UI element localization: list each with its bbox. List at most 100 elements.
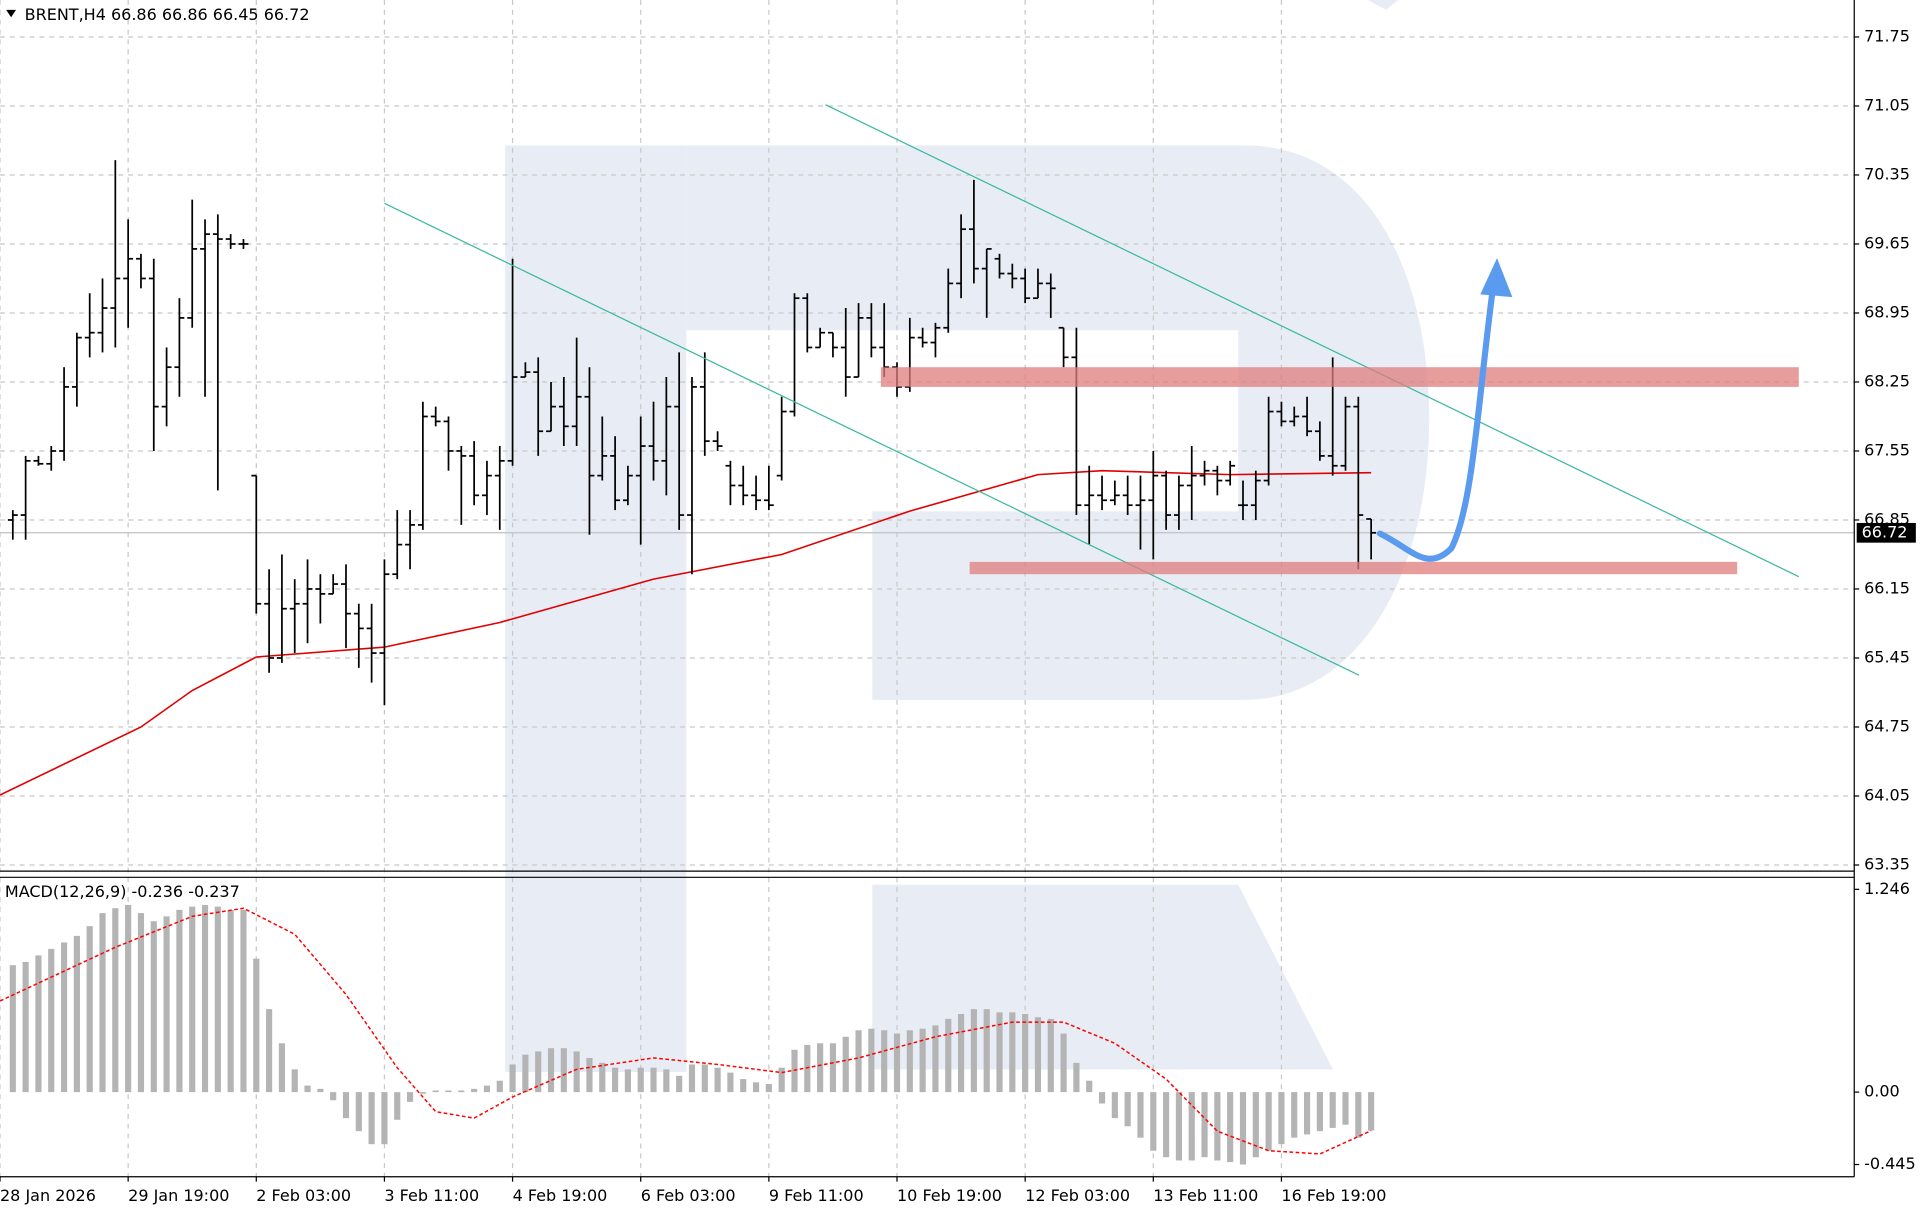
macd-bar [1137, 1092, 1144, 1138]
macd-bar [612, 1067, 619, 1093]
macd-bar [1201, 1092, 1208, 1158]
macd-bar [817, 1043, 824, 1093]
macd-bar [381, 1092, 388, 1145]
symbol: BRENT,H4 [25, 4, 106, 23]
y-tick-label: 64.05 [1864, 785, 1910, 804]
macd-bar [1278, 1092, 1285, 1145]
x-tick-label: 10 Feb 19:00 [897, 1186, 1002, 1205]
signal-line [0, 907, 1372, 1155]
macd-bar [1329, 1092, 1336, 1128]
macd-bar [1163, 1092, 1170, 1158]
x-tick-label: 3 Feb 11:00 [384, 1186, 479, 1205]
macd-bar [60, 942, 68, 1093]
macd-bar [419, 1092, 426, 1094]
macd-bar [73, 935, 80, 1093]
macd-bar [99, 913, 106, 1093]
macd-bar [932, 1025, 939, 1093]
macd-bar [1086, 1080, 1093, 1093]
macd-value: -0.236 [132, 882, 184, 901]
macd-bar [9, 965, 16, 1093]
macd-bar [1098, 1092, 1106, 1104]
x-tick-label: 9 Feb 11:00 [769, 1186, 864, 1205]
y2-tick-label: 1.246 [1864, 879, 1910, 898]
y2-tick-label: 0.00 [1864, 1082, 1900, 1101]
y2-tick-label: -0.445 [1864, 1154, 1916, 1173]
macd-bar [1111, 1092, 1118, 1119]
macd-bar [240, 909, 247, 1093]
chart-header: BRENT,H4 66.86 66.86 66.45 66.72 [25, 4, 310, 23]
support-zone [969, 561, 1738, 575]
macd-bar [842, 1036, 849, 1093]
macd-bar [1124, 1092, 1131, 1127]
y-tick-label: 68.25 [1864, 371, 1910, 390]
macd-bar [996, 1012, 1003, 1093]
annotations [384, 104, 1800, 676]
macd-bar [1239, 1092, 1247, 1165]
macd-bar [893, 1033, 901, 1093]
macd-bar [1368, 1092, 1375, 1131]
macd-bar [1060, 1033, 1067, 1093]
collapse-icon [6, 9, 17, 18]
macd-bar [112, 908, 119, 1093]
y-tick-label: 65.45 [1864, 647, 1910, 666]
macd-bar [496, 1080, 503, 1093]
y-tick-label: 66.15 [1864, 578, 1910, 597]
y-tick-label: 67.55 [1864, 440, 1910, 459]
macd-bar [22, 961, 29, 1093]
macd-bar [368, 1092, 375, 1145]
macd-bar [804, 1044, 811, 1093]
macd-bar [1252, 1092, 1259, 1158]
x-tick-label: 2 Feb 03:00 [256, 1186, 351, 1205]
price-label: 66.72 [1862, 522, 1908, 541]
macd-bar [150, 921, 157, 1093]
macd-bar [1022, 1014, 1029, 1093]
macd-bar [163, 916, 170, 1093]
macd-bar [317, 1088, 324, 1093]
macd-bar [637, 1067, 644, 1093]
macd-bar [560, 1048, 567, 1093]
x-tick-label: 13 Feb 11:00 [1153, 1186, 1258, 1205]
x-tick-label: 29 Jan 19:00 [128, 1186, 229, 1205]
macd-bar [48, 948, 55, 1093]
macd-bar [176, 909, 183, 1093]
macd-bar [201, 904, 209, 1093]
macd-bar [1175, 1092, 1183, 1161]
macd-bar [535, 1051, 542, 1093]
y-tick-label: 71.05 [1864, 95, 1910, 114]
macd-bar [983, 1009, 990, 1093]
macd-bar [1073, 1062, 1080, 1093]
macd-bar [765, 1083, 772, 1093]
open: 66.86 [111, 4, 157, 23]
macd-bar [1150, 1092, 1157, 1151]
y-tick-label: 70.35 [1864, 164, 1910, 183]
macd-bar [1034, 1017, 1042, 1093]
macd-title: MACD(12,26,9) [5, 882, 127, 901]
macd-bar [125, 904, 132, 1093]
y-tick-label: 64.75 [1864, 716, 1910, 735]
macd-bar [483, 1085, 491, 1093]
macd-bar [970, 1009, 977, 1093]
macd-bar [330, 1092, 337, 1101]
macd-bar [394, 1092, 401, 1120]
macd-bar [227, 909, 234, 1093]
macd-bar [406, 1092, 414, 1102]
macd-bar [701, 1064, 708, 1093]
x-tick-label: 4 Feb 19:00 [513, 1186, 608, 1205]
macd-bar [829, 1043, 837, 1093]
macd-bar [599, 1062, 606, 1093]
macd-bar [1355, 1092, 1362, 1138]
signal-value: -0.237 [188, 882, 240, 901]
macd-bar [522, 1054, 529, 1093]
macd-bar [906, 1030, 913, 1093]
watermark [505, 0, 1430, 1072]
y-tick-label: 63.35 [1864, 854, 1910, 873]
macd-bar [35, 955, 42, 1093]
macd-bar [778, 1067, 785, 1093]
macd-bar [291, 1069, 298, 1093]
resistance-zone [880, 367, 1799, 387]
macd-bar [304, 1085, 311, 1093]
macd-bar [432, 1090, 439, 1093]
macd-bar [868, 1028, 875, 1093]
macd-bar [547, 1048, 555, 1093]
macd-bar [727, 1072, 734, 1093]
